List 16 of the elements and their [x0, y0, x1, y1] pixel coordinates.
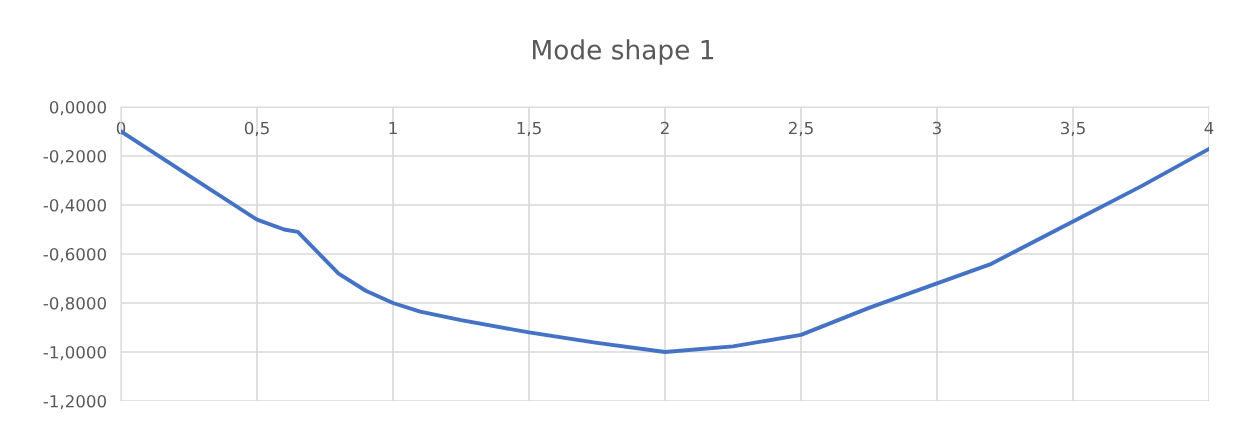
x-tick-label: 1: [389, 121, 397, 135]
x-tick-label: 2,5: [788, 121, 813, 137]
y-tick-label: -1,2000: [43, 394, 106, 410]
x-tick-label: 4: [1204, 121, 1214, 135]
x-tick-label: 0,5: [244, 121, 269, 137]
chart-title: Mode shape 1: [533, 39, 714, 65]
x-tick-label: 3,5: [1061, 121, 1085, 137]
y-tick-label: -0,6000: [43, 247, 106, 263]
y-tick-label: -0,4000: [43, 198, 106, 214]
x-tick-label: 2: [660, 121, 669, 135]
y-tick-label: 0,0000: [49, 100, 106, 116]
x-tick-label: 3: [932, 121, 941, 135]
y-tick-label: -1,0000: [43, 345, 106, 361]
x-tick-label: 1,5: [517, 121, 541, 137]
y-tick-label: -0,8000: [43, 296, 106, 312]
y-tick-label: -0,2000: [43, 149, 106, 165]
